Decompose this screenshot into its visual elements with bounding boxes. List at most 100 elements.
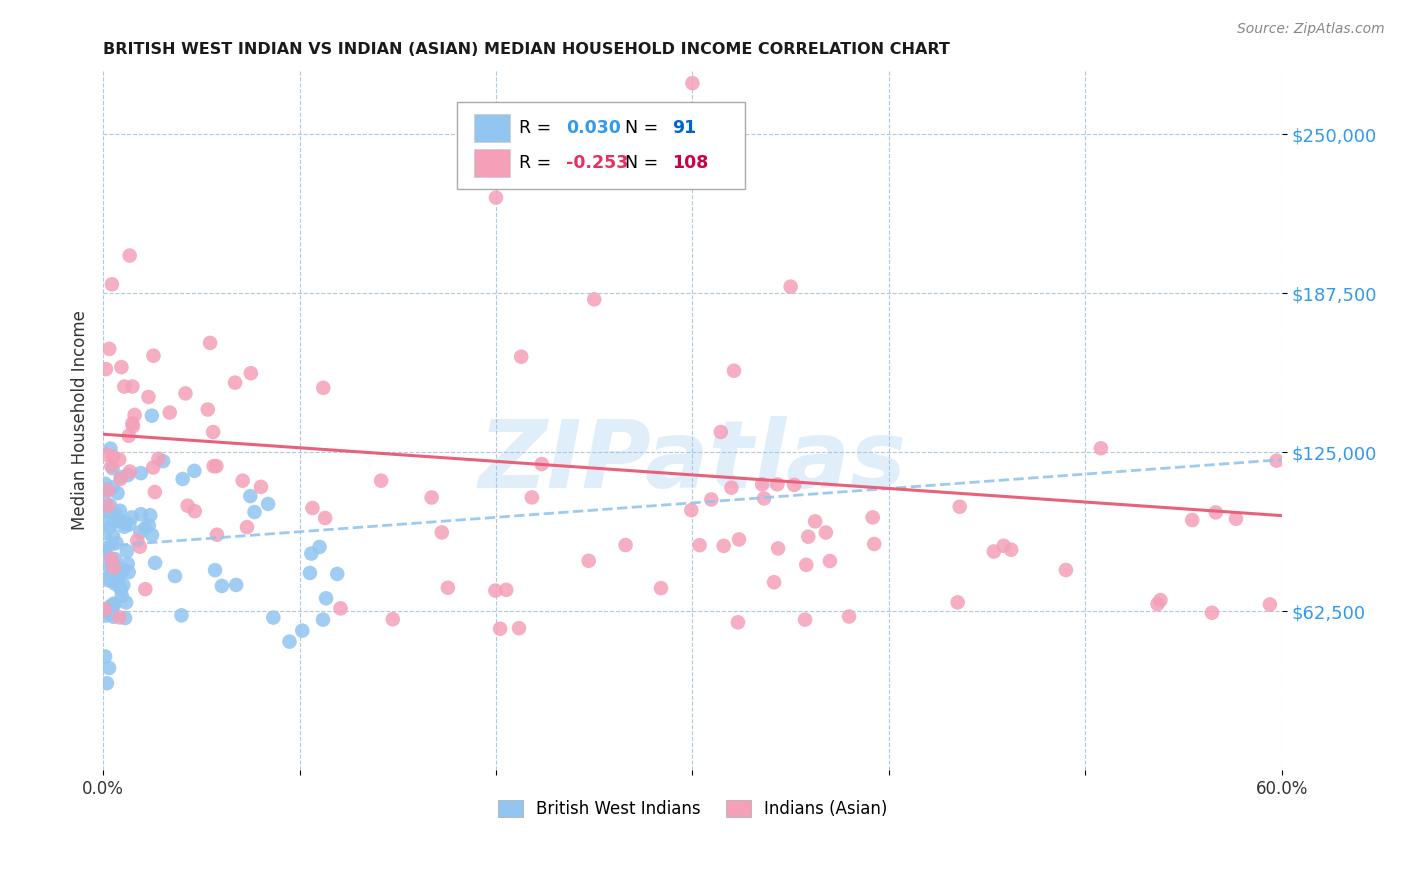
FancyBboxPatch shape — [457, 102, 745, 189]
Point — [583, 293, 606, 307]
Point — [118, 248, 141, 262]
Point — [117, 557, 139, 571]
Point — [127, 533, 149, 548]
Point — [121, 379, 143, 393]
Point — [118, 565, 141, 579]
Point — [243, 505, 266, 519]
Point — [103, 450, 125, 464]
Point — [124, 408, 146, 422]
Point — [202, 425, 225, 439]
Point — [100, 552, 122, 566]
Point — [1181, 513, 1204, 527]
Point — [949, 500, 972, 514]
Point — [107, 486, 129, 500]
Point — [122, 419, 145, 434]
Point — [100, 601, 122, 615]
Point — [141, 528, 163, 542]
Point — [232, 474, 254, 488]
Text: BRITISH WEST INDIAN VS INDIAN (ASIAN) MEDIAN HOUSEHOLD INCOME CORRELATION CHART: BRITISH WEST INDIAN VS INDIAN (ASIAN) ME… — [103, 42, 950, 57]
Point — [1146, 597, 1168, 611]
Point — [100, 552, 122, 566]
Point — [118, 429, 141, 443]
Text: ZIPatlas: ZIPatlas — [478, 417, 907, 508]
Point — [143, 485, 166, 500]
Point — [650, 581, 672, 595]
Point — [98, 661, 121, 675]
Text: Source: ZipAtlas.com: Source: ZipAtlas.com — [1237, 22, 1385, 37]
Point — [315, 591, 337, 606]
Point — [96, 676, 118, 690]
Point — [94, 500, 117, 515]
Point — [720, 481, 742, 495]
Point — [114, 516, 136, 530]
Point — [142, 460, 165, 475]
Point — [205, 459, 228, 474]
Point — [97, 483, 120, 498]
Point — [818, 554, 841, 568]
Point — [202, 459, 225, 474]
Point — [100, 599, 122, 613]
Point — [112, 520, 135, 534]
Point — [108, 579, 131, 593]
Point — [236, 520, 259, 534]
Text: -0.253: -0.253 — [567, 153, 628, 172]
Point — [111, 589, 134, 603]
Point — [118, 465, 141, 479]
Point — [681, 76, 703, 90]
Point — [794, 558, 817, 572]
Point — [104, 552, 127, 566]
Point — [278, 634, 301, 648]
Point — [312, 381, 335, 395]
Point — [98, 520, 121, 534]
Point — [134, 582, 156, 597]
Point — [101, 461, 124, 475]
Point — [100, 442, 122, 456]
Point — [148, 451, 170, 466]
Point — [103, 560, 125, 574]
Point — [101, 529, 124, 543]
Point — [115, 544, 138, 558]
Point — [121, 510, 143, 524]
Point — [299, 547, 322, 561]
Point — [110, 567, 132, 582]
Point — [814, 525, 837, 540]
Point — [485, 191, 508, 205]
Point — [112, 379, 135, 393]
Point — [138, 518, 160, 533]
Point — [138, 390, 160, 404]
Point — [96, 448, 118, 462]
Point — [224, 376, 246, 390]
Point — [117, 468, 139, 483]
Point — [94, 545, 117, 559]
Point — [96, 515, 118, 529]
Point — [114, 611, 136, 625]
Point — [98, 342, 121, 356]
Point — [728, 533, 751, 547]
Point — [1205, 505, 1227, 519]
Point — [197, 402, 219, 417]
Point — [250, 480, 273, 494]
Text: N =: N = — [626, 119, 664, 136]
Point — [489, 622, 512, 636]
Point — [94, 608, 117, 623]
Point — [98, 499, 121, 513]
Point — [103, 609, 125, 624]
Point — [783, 478, 806, 492]
Point — [104, 576, 127, 591]
Point — [946, 595, 969, 609]
Point — [110, 470, 132, 484]
Point — [139, 508, 162, 523]
Text: R =: R = — [519, 153, 557, 172]
Point — [134, 521, 156, 535]
Point — [176, 499, 198, 513]
Point — [101, 557, 124, 571]
Point — [838, 609, 860, 624]
Point — [105, 536, 128, 550]
Point — [94, 602, 117, 616]
Point — [183, 464, 205, 478]
Point — [152, 454, 174, 468]
Point — [257, 497, 280, 511]
Point — [794, 613, 817, 627]
Point — [766, 477, 789, 491]
Point — [495, 582, 517, 597]
